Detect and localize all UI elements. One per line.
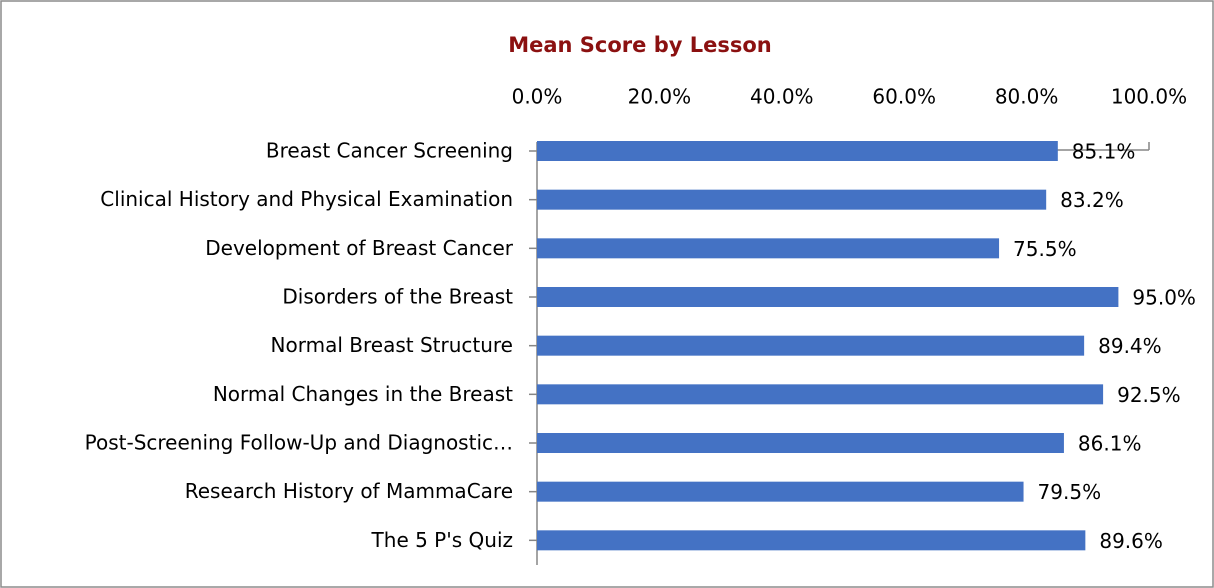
y-tick-label: Disorders of the Breast: [282, 285, 513, 309]
bar: [537, 287, 1119, 307]
bar: [537, 189, 1047, 210]
y-tick-label: Clinical History and Physical Examinatio…: [100, 187, 513, 211]
x-tick-label: 60.0%: [872, 85, 936, 109]
data-label: 89.4%: [1098, 334, 1162, 358]
y-tick-label: The 5 P's Quiz: [371, 528, 513, 552]
bar: [537, 530, 1086, 551]
data-label: 79.5%: [1038, 480, 1102, 504]
bar: [537, 141, 1058, 161]
data-label: 89.6%: [1099, 529, 1163, 553]
y-tick-label: Post-Screening Follow-Up and Diagnostic…: [85, 431, 513, 455]
bar: [537, 481, 1024, 502]
bar: [537, 433, 1064, 453]
y-tick-label: Normal Changes in the Breast: [213, 382, 513, 406]
bar: [537, 335, 1085, 356]
data-label: 75.5%: [1013, 237, 1077, 261]
x-tick-label: 0.0%: [512, 85, 563, 109]
data-label: 92.5%: [1117, 383, 1181, 407]
x-tick-label: 40.0%: [750, 85, 814, 109]
y-tick-label: Development of Breast Cancer: [205, 236, 514, 260]
data-label: 95.0%: [1132, 286, 1196, 310]
x-tick-label: 20.0%: [628, 85, 692, 109]
data-label: 85.1%: [1072, 140, 1136, 164]
chart-title: Mean Score by Lesson: [508, 33, 772, 57]
data-label: 83.2%: [1060, 188, 1124, 212]
y-tick-label: Research History of MammaCare: [185, 479, 513, 503]
bar: [537, 238, 1000, 259]
x-tick-label: 80.0%: [995, 85, 1059, 109]
bar: [537, 384, 1104, 405]
y-tick-label: Breast Cancer Screening: [266, 139, 513, 163]
y-tick-label: Normal Breast Structure: [271, 333, 513, 357]
data-label: 86.1%: [1078, 432, 1142, 456]
x-tick-label: 100.0%: [1111, 85, 1187, 109]
